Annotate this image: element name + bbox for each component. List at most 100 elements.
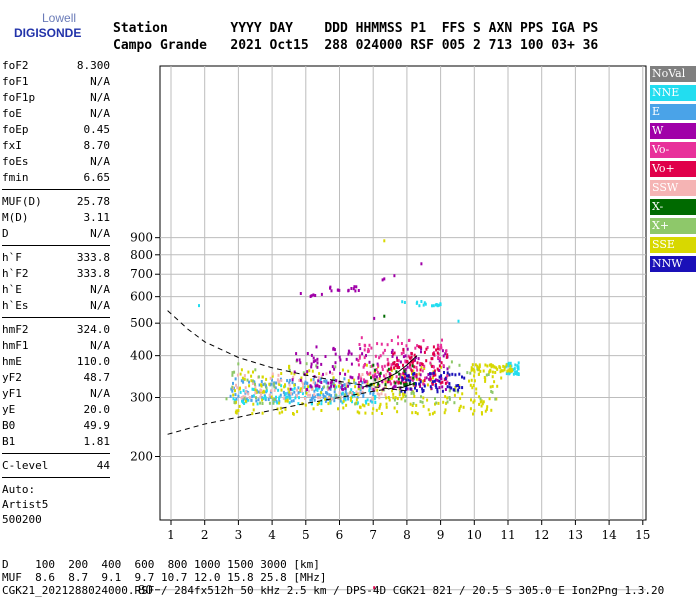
- param-value: 3.11: [83, 211, 111, 224]
- data-point: [429, 372, 432, 376]
- data-point: [405, 387, 407, 391]
- data-point: [415, 375, 418, 379]
- data-point: [357, 359, 360, 363]
- data-point: [428, 377, 431, 381]
- data-point: [505, 372, 508, 376]
- param-value: N/A: [90, 387, 110, 400]
- data-point: [356, 410, 359, 414]
- data-point: [358, 391, 361, 395]
- data-point: [298, 396, 300, 400]
- y-tick-label: 300: [130, 391, 153, 405]
- data-point: [320, 409, 323, 412]
- data-point: [254, 368, 257, 372]
- data-point: [288, 393, 291, 397]
- data-point: [402, 351, 405, 355]
- data-point: [398, 390, 401, 394]
- data-point: [333, 387, 336, 391]
- data-point: [494, 371, 497, 374]
- data-point: [404, 399, 407, 403]
- data-point: [416, 300, 419, 304]
- data-point: [366, 382, 369, 386]
- param-name: yF1: [2, 387, 22, 400]
- data-point: [469, 371, 472, 375]
- data-point: [438, 303, 440, 307]
- data-point: [386, 357, 389, 361]
- data-point: [319, 393, 322, 397]
- data-point: [410, 352, 413, 356]
- data-point: [440, 365, 443, 369]
- data-point: [367, 349, 370, 353]
- data-point: [333, 390, 336, 394]
- data-point: [314, 381, 316, 385]
- data-point: [310, 402, 313, 406]
- data-point: [371, 364, 374, 368]
- data-point: [310, 362, 313, 366]
- data-point: [410, 360, 413, 364]
- data-point: [243, 374, 246, 378]
- data-point: [312, 396, 315, 400]
- data-point: [322, 395, 325, 399]
- param-name: yE: [2, 403, 16, 416]
- y-tick-label: 800: [130, 248, 153, 262]
- data-point: [309, 398, 312, 402]
- param-name: D: [2, 227, 9, 240]
- data-point: [491, 390, 494, 394]
- autoscaling-line: 500200: [2, 513, 42, 526]
- data-point: [268, 382, 271, 386]
- data-point: [293, 390, 296, 394]
- data-point: [383, 239, 386, 243]
- data-point: [341, 391, 344, 395]
- data-point: [287, 391, 290, 395]
- data-point: [459, 404, 462, 408]
- data-point: [351, 392, 353, 396]
- data-point: [390, 363, 393, 367]
- data-point: [492, 364, 494, 368]
- data-point: [316, 388, 319, 392]
- data-point: [314, 359, 317, 363]
- param-name: foEp: [2, 123, 29, 136]
- data-point: [446, 371, 449, 375]
- data-point: [328, 393, 331, 397]
- data-point: [316, 402, 319, 406]
- data-point: [422, 303, 425, 307]
- data-point: [431, 412, 434, 416]
- data-point: [404, 373, 407, 377]
- data-point: [420, 262, 423, 266]
- data-point: [405, 386, 408, 390]
- data-point: [429, 375, 432, 379]
- data-point: [415, 403, 418, 407]
- data-point: [393, 406, 396, 410]
- dashed-upper-curve: [167, 310, 407, 392]
- data-point: [412, 369, 415, 373]
- data-point: [441, 389, 444, 393]
- logo-line2: DIGISONDE: [14, 26, 82, 40]
- data-point: [409, 363, 412, 367]
- data-point: [345, 382, 348, 386]
- data-point: [444, 376, 447, 380]
- data-point: [329, 387, 332, 391]
- data-point: [430, 387, 433, 391]
- param-row: foF1 N/A: [2, 74, 110, 90]
- data-point: [347, 369, 350, 373]
- data-point: [411, 411, 414, 415]
- data-point: [359, 347, 362, 351]
- data-point: [297, 402, 300, 406]
- data-point: [394, 381, 397, 385]
- data-point: [342, 383, 345, 387]
- data-point: [387, 362, 390, 366]
- data-point: [347, 349, 350, 353]
- x-tick-label: 15: [635, 528, 650, 542]
- data-point: [485, 407, 488, 411]
- data-point: [326, 392, 329, 396]
- data-point: [470, 378, 473, 382]
- data-point: [259, 395, 262, 399]
- data-point: [408, 382, 411, 386]
- data-point: [344, 395, 346, 399]
- data-point: [475, 391, 478, 395]
- data-point: [357, 376, 360, 380]
- data-point: [407, 354, 410, 358]
- data-point: [320, 381, 323, 384]
- data-point: [359, 388, 362, 392]
- data-point: [423, 350, 426, 354]
- data-point: [480, 404, 483, 408]
